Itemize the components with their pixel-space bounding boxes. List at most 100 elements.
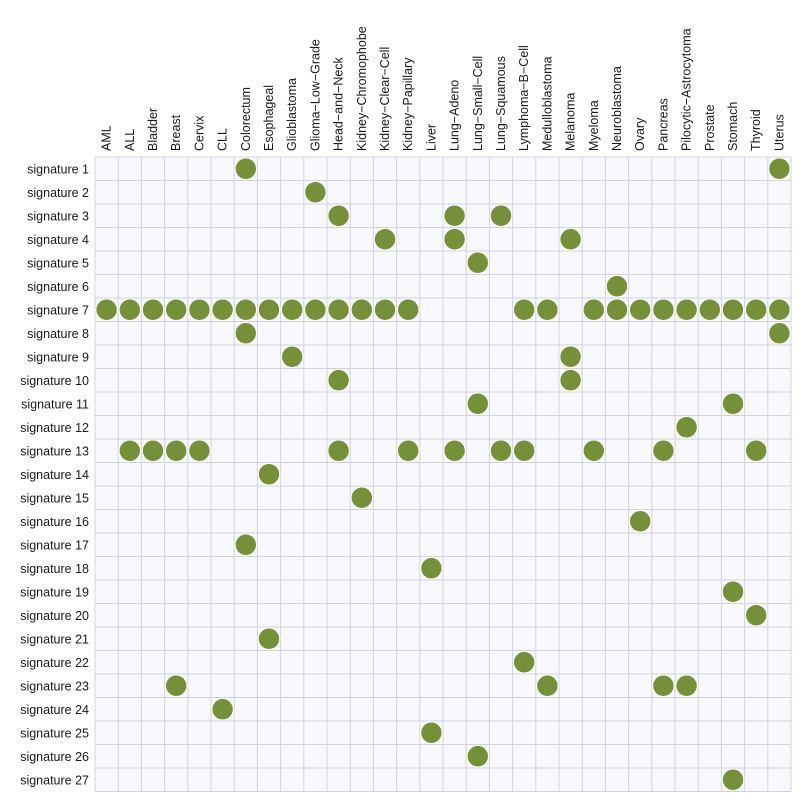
x-tick-label: Lung−Squamous [494,56,508,151]
y-tick-label: signature 8 [27,327,89,341]
data-point [420,556,443,580]
data-point [304,180,327,204]
data-point [327,368,351,392]
y-tick-label: signature 9 [27,350,89,364]
y-tick-label: signature 23 [20,679,89,693]
y-tick-label: signature 7 [27,303,89,317]
data-point [652,298,675,322]
y-tick-label: signature 12 [20,421,89,435]
data-point [559,345,582,369]
data-point [582,298,606,322]
data-point [164,674,188,698]
grid [94,156,792,792]
data-point [443,439,467,463]
y-tick-label: signature 25 [20,726,89,740]
x-tick-label: AML [100,125,114,151]
data-point [396,439,420,463]
y-tick-label: signature 20 [20,609,89,623]
y-tick-label: signature 6 [27,280,89,294]
dots [95,157,791,792]
data-point [512,439,536,463]
y-tick-label: signature 15 [20,491,89,505]
data-point [559,368,582,392]
y-tick-label: signature 11 [21,397,89,411]
data-point [141,439,165,463]
x-tick-label: Kidney−Chromophobe [355,26,369,151]
y-tick-label: signature 5 [27,256,89,270]
y-tick-label: signature 18 [20,562,89,576]
data-point [95,298,118,322]
x-tick-label: Bladder [146,108,160,151]
x-tick-label: Head−and−Neck [332,56,346,151]
y-tick-label: signature 21 [20,632,89,646]
data-point [234,321,258,345]
x-tick-label: Esophageal [262,85,276,151]
x-tick-label: Lung−Small−Cell [471,56,485,151]
data-point [327,298,351,322]
data-point [489,439,513,463]
data-point [466,251,490,275]
y-tick-label: signature 1 [27,162,89,176]
x-tick-label: Ovary [633,117,647,151]
y-tick-label: signature 27 [20,773,89,787]
y-tick-label: signature 4 [27,233,89,247]
x-tick-label: Pancreas [656,98,670,151]
data-point [721,580,745,604]
x-tick-label: Lymphoma−B−Cell [517,45,531,151]
y-tick-label: signature 24 [20,703,89,717]
data-point [489,204,513,228]
data-point [536,298,559,322]
data-point [257,627,281,651]
data-point [257,298,281,322]
data-point [420,721,443,745]
data-point [327,204,351,228]
data-point [768,157,791,181]
data-point [628,509,652,533]
data-point [350,486,374,510]
data-point [559,227,582,251]
x-tick-label: Melanoma [564,93,578,151]
y-tick-label: signature 16 [20,515,89,529]
data-point [512,298,536,322]
x-axis-labels: AML ALL Bladder Breast Cervix CLL Colorectum Es… [100,26,787,151]
x-tick-label: ALL [123,129,137,151]
data-point [536,674,559,698]
data-point [744,298,768,322]
data-point [280,298,304,322]
y-tick-label: signature 2 [27,186,89,200]
data-point [628,298,652,322]
data-point [304,298,327,322]
x-tick-label: Pilocytic−Astrocytoma [680,28,694,151]
data-point [512,650,536,674]
x-tick-label: Breast [169,114,183,151]
data-point [768,321,791,345]
data-point [164,439,188,463]
y-tick-label: signature 14 [20,468,89,482]
data-point [443,227,467,251]
data-point [257,462,281,486]
x-tick-label: Myeloma [587,100,601,151]
x-tick-label: Glioblastoma [285,78,299,151]
data-point [118,439,142,463]
x-tick-label: Liver [424,124,438,151]
data-point [675,674,698,698]
x-tick-label: Uterus [772,114,786,151]
data-point [211,697,235,721]
data-point [443,204,467,228]
data-point [327,439,351,463]
data-point [675,298,698,322]
data-point [187,439,211,463]
x-tick-label: Medulloblastoma [540,56,554,151]
data-point [605,298,629,322]
data-point [698,298,722,322]
data-point [187,298,211,322]
data-point [234,298,258,322]
data-point [396,298,420,322]
y-tick-label: signature 19 [20,585,89,599]
y-tick-label: signature 17 [20,538,89,552]
x-tick-label: Kidney−Clear−Cell [378,47,392,151]
x-tick-label: Stomach [726,102,740,151]
data-point [373,298,397,322]
